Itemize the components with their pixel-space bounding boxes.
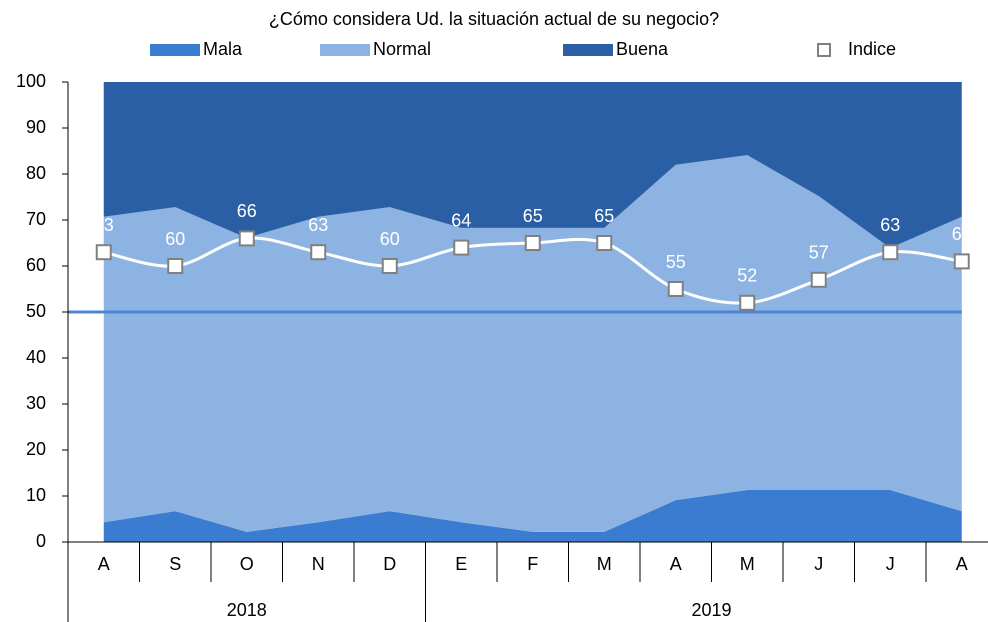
index-marker xyxy=(167,258,184,274)
legend-swatch xyxy=(150,44,200,56)
data-label: 57 xyxy=(809,243,829,263)
index-marker xyxy=(238,230,255,247)
x-tick-label: J xyxy=(886,554,895,574)
area xyxy=(103,490,962,542)
index-marker xyxy=(310,244,327,261)
index-marker xyxy=(453,239,470,256)
x-tick-label: N xyxy=(312,554,325,574)
y-tick-label: 30 xyxy=(26,393,46,413)
x-tick-label: M xyxy=(740,554,755,574)
legend-label: Buena xyxy=(616,39,669,59)
x-tick-label: O xyxy=(240,554,254,574)
x-tick-label: A xyxy=(956,554,968,574)
y-tick-label: 60 xyxy=(26,255,46,275)
data-label: 64 xyxy=(451,210,471,230)
data-label: 60 xyxy=(380,229,400,249)
data-label: 66 xyxy=(237,201,257,221)
x-tick-label: S xyxy=(169,554,181,574)
legend-label: Mala xyxy=(203,39,243,59)
legend-label: Normal xyxy=(373,39,431,59)
x-tick-label: J xyxy=(814,554,823,574)
area xyxy=(103,82,962,249)
data-label: 60 xyxy=(165,229,185,249)
data-label: 61 xyxy=(952,224,972,244)
x-tick-label: M xyxy=(597,554,612,574)
x-tick-label: A xyxy=(670,554,682,574)
x-group-label: 2018 xyxy=(227,600,267,620)
y-tick-label: 90 xyxy=(26,117,46,137)
index-marker xyxy=(381,258,398,274)
y-tick-label: 10 xyxy=(26,485,46,505)
legend-marker xyxy=(817,43,831,57)
y-tick-label: 50 xyxy=(26,301,46,321)
y-tick-label: 40 xyxy=(26,347,46,367)
data-label: 65 xyxy=(523,206,543,226)
data-label: 63 xyxy=(880,215,900,235)
index-marker xyxy=(667,281,684,297)
y-tick-label: 80 xyxy=(26,163,46,183)
index-marker xyxy=(810,271,827,288)
data-label: 63 xyxy=(94,215,114,235)
index-marker xyxy=(739,294,756,311)
x-tick-label: A xyxy=(98,554,110,574)
index-marker xyxy=(953,253,970,270)
data-label: 63 xyxy=(308,215,328,235)
index-marker xyxy=(95,244,112,261)
x-tick-label: E xyxy=(455,554,467,574)
legend-label: Indice xyxy=(848,39,896,59)
x-tick-label: D xyxy=(383,554,396,574)
legend-swatch xyxy=(563,44,613,56)
data-label: 52 xyxy=(737,266,757,286)
index-marker xyxy=(882,244,899,261)
x-tick-label: F xyxy=(527,554,538,574)
x-group-label: 2019 xyxy=(691,600,731,620)
data-label: 65 xyxy=(594,206,614,226)
data-label: 55 xyxy=(666,252,686,272)
index-marker xyxy=(524,235,541,251)
y-tick-label: 70 xyxy=(26,209,46,229)
y-tick-label: 100 xyxy=(16,71,46,91)
y-tick-label: 0 xyxy=(36,531,46,551)
chart-subtitle: ¿Cómo considera Ud. la situación actual … xyxy=(269,9,719,29)
index-marker xyxy=(596,235,613,251)
y-tick-label: 20 xyxy=(26,439,46,459)
legend-swatch xyxy=(320,44,370,56)
